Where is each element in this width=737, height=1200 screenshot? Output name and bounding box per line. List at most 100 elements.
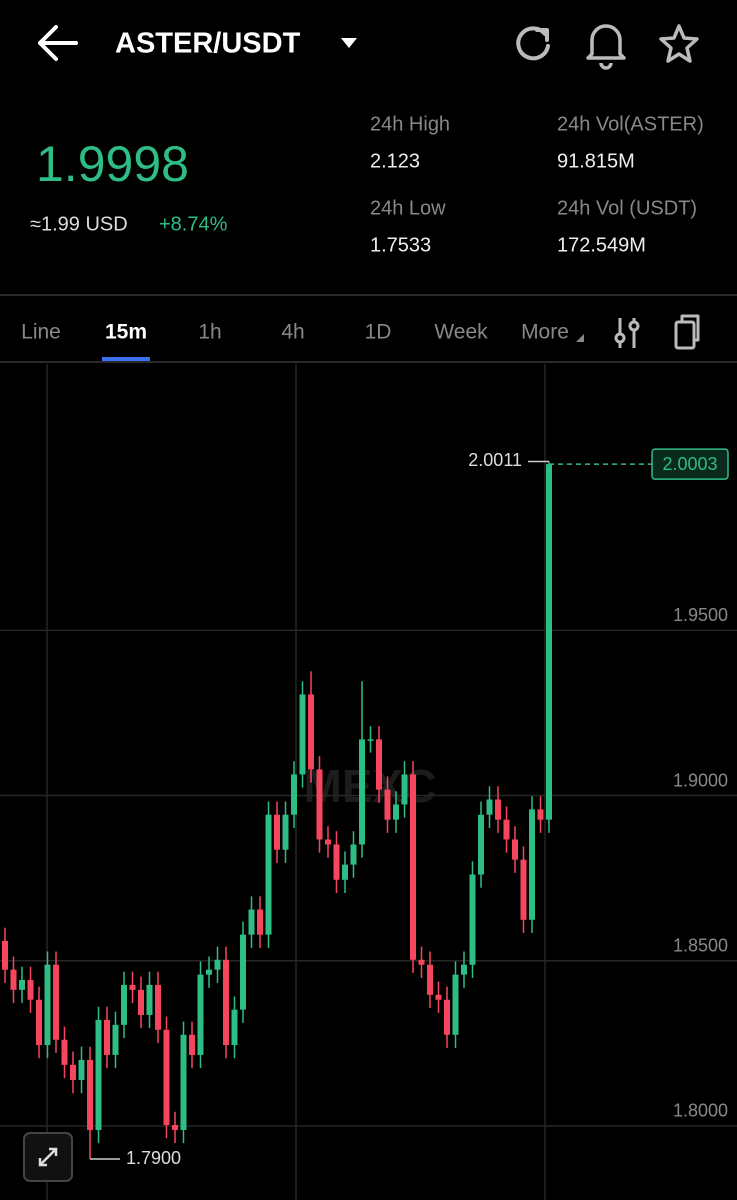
favorite-button[interactable] (659, 24, 699, 63)
candle-body (367, 739, 374, 741)
pair-title: ASTER/USDT (115, 28, 301, 60)
candle-body (435, 994, 442, 1000)
candle-body (291, 774, 297, 815)
candle-body (214, 959, 221, 970)
candle-body (274, 814, 280, 850)
candle-body (240, 934, 246, 1010)
interval-tab[interactable]: 15m (105, 321, 147, 344)
candle-body (469, 874, 476, 965)
stat-label: 24h Vol (USDT) (557, 197, 697, 219)
stat-label: 24h Low (370, 197, 446, 219)
usd-price: ≈1.99 USD (30, 213, 128, 235)
candle-body (410, 774, 416, 960)
candle-body (163, 1029, 170, 1125)
y-tick-label: 1.8000 (673, 1101, 728, 1121)
candle-body (206, 969, 212, 975)
expand-button[interactable] (23, 1132, 73, 1182)
candle-body (27, 979, 34, 1000)
pair-selector[interactable]: ASTER/USDT (115, 28, 357, 60)
interval-tab[interactable]: 4h (281, 321, 304, 344)
candle-body (146, 984, 153, 1015)
candle-body (520, 859, 527, 920)
candle-body (36, 999, 42, 1046)
candle-body (95, 1019, 102, 1130)
candle-body (155, 984, 161, 1030)
candle-body (359, 739, 365, 845)
candlestick-chart: MEXC 1.8000 1.8500 1.9000 1.9500 2.0011 1.7900… (0, 364, 737, 1200)
stat-label: 24h Vol(ASTER) (557, 113, 704, 135)
candle-body (384, 789, 391, 820)
y-tick-label: 1.8500 (673, 936, 728, 956)
stat-value: 91.815M (557, 150, 635, 172)
refresh-button[interactable] (516, 26, 550, 61)
candle-body (282, 814, 289, 850)
candle-body (427, 964, 433, 995)
candle-body (308, 694, 314, 770)
candle-body (197, 974, 204, 1055)
candle-body (112, 1024, 119, 1055)
candle-body (350, 844, 357, 865)
candle-body (376, 739, 382, 790)
stat-value: 1.7533 (370, 234, 431, 256)
layout-button[interactable] (674, 314, 700, 350)
candle-body (10, 969, 17, 990)
candle-body (512, 839, 518, 860)
candle-body (461, 964, 467, 975)
candle-body (138, 989, 144, 1015)
candle-body (61, 1039, 68, 1065)
candle-body (393, 804, 399, 820)
candle-body (44, 964, 51, 1046)
candle-body (78, 1059, 85, 1081)
last-price-label: 2.0003 (662, 454, 717, 474)
candle-body (189, 1034, 195, 1055)
active-tab-indicator (102, 357, 150, 361)
candle-body (503, 819, 510, 840)
last-price: 1.9998 (36, 136, 189, 192)
candle-body (444, 999, 450, 1035)
candle-body (342, 864, 348, 880)
interval-tab[interactable]: 1h (198, 321, 221, 344)
candle-body (333, 844, 340, 880)
candle-body (53, 964, 59, 1040)
interval-tabs: Line 15m 1h 4h 1D Week More (21, 321, 584, 361)
y-tick-label: 1.9500 (673, 605, 728, 625)
candle-body (19, 979, 25, 990)
watermark: MEXC (304, 760, 437, 812)
candle-body (529, 809, 535, 920)
interval-tab[interactable]: 1D (365, 321, 392, 344)
candle-body (104, 1019, 110, 1055)
indicator-button[interactable] (614, 318, 640, 348)
last-price-tag (651, 448, 729, 480)
candle-body (70, 1064, 76, 1081)
y-tick-label: 1.9000 (673, 770, 728, 790)
candle-body (121, 984, 127, 1025)
candle-body (537, 809, 544, 820)
back-button[interactable] (38, 25, 78, 61)
interval-tab[interactable]: Line (21, 321, 61, 344)
min-label: 1.7900 (126, 1148, 181, 1168)
candle-body (316, 769, 323, 840)
interval-tab[interactable]: Week (434, 321, 488, 344)
price-change: +8.74% (159, 213, 228, 235)
candle-body (325, 839, 331, 845)
alert-button[interactable] (586, 24, 626, 70)
max-label: 2.0011 (468, 450, 522, 470)
candle-body (495, 799, 501, 820)
candle-body (248, 909, 255, 935)
candle-body (87, 1059, 93, 1130)
candle-body (231, 1009, 238, 1046)
candle-body (478, 814, 484, 875)
stat-value: 172.549M (557, 234, 646, 256)
interval-tab[interactable]: More (521, 321, 569, 344)
stat-value: 2.123 (370, 150, 420, 172)
stat-label: 24h High (370, 113, 450, 135)
candle-body (486, 799, 493, 815)
candle-body (257, 909, 263, 935)
candle-body (180, 1034, 187, 1130)
candle-body (418, 959, 425, 965)
candle-body (265, 814, 272, 935)
more-caret (576, 334, 584, 342)
dropdown-caret (341, 38, 357, 48)
candle-body (546, 464, 552, 820)
